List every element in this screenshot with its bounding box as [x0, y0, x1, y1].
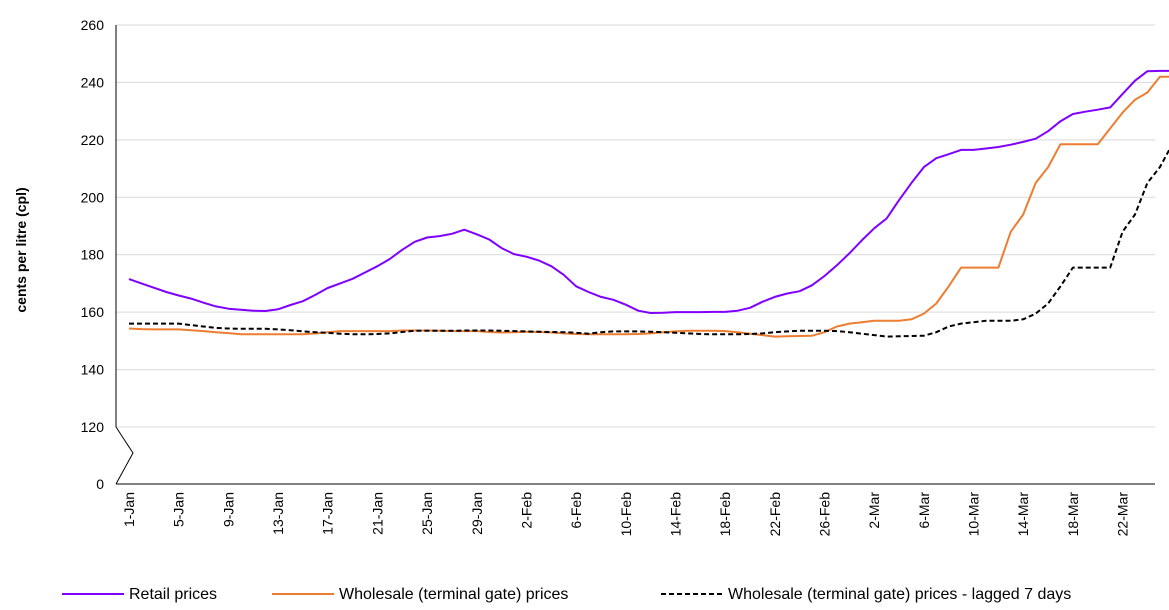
x-tick-label: 29-Jan: [469, 492, 485, 535]
x-tick-label: 26-Feb: [817, 492, 833, 537]
x-tick-label: 5-Jan: [171, 492, 187, 527]
legend-label-1: Retail prices: [129, 586, 217, 603]
legend-label-3: Wholesale (terminal gate) prices - lagge…: [728, 586, 1071, 603]
y-tick-label: 160: [81, 304, 105, 320]
y-tick-label: 200: [81, 189, 105, 205]
x-tick-label: 1-Jan: [121, 492, 137, 527]
series-line-3: [129, 148, 1169, 338]
x-tick-label: 18-Mar: [1065, 492, 1081, 537]
x-tick-label: 14-Feb: [667, 492, 683, 537]
y-tick-label: 140: [81, 362, 105, 378]
y-tick-label: 180: [81, 247, 105, 263]
x-tick-label: 25-Jan: [419, 492, 435, 535]
y-tick-label: 120: [81, 419, 105, 435]
y-tick-labels: 0 120 140 160 180 200 220 240 260: [81, 17, 105, 492]
series-lines: [128, 69, 1169, 338]
x-tick-labels: 1-Jan 5-Jan 9-Jan 13-Jan 17-Jan 21-Jan 25-Jan 2…: [121, 492, 1131, 537]
y-axis-break: [115, 426, 134, 485]
x-tick-label: 14-Mar: [1015, 492, 1031, 537]
axes: [115, 25, 1155, 485]
x-tick-label: 21-Jan: [369, 492, 385, 535]
x-tick-label: 13-Jan: [270, 492, 286, 535]
x-tick-label: 17-Jan: [320, 492, 336, 535]
y-tick-label: 240: [81, 74, 105, 90]
x-tick-label: 6-Mar: [916, 492, 932, 529]
x-tick-label: 2-Feb: [518, 492, 534, 529]
series-line-1: [128, 69, 1169, 314]
gridlines: [116, 24, 1155, 428]
x-tick-label: 10-Mar: [966, 492, 982, 537]
y-tick-label: 0: [96, 476, 104, 492]
x-tick-label: 2-Mar: [866, 492, 882, 529]
x-tick-label: 6-Feb: [568, 492, 584, 529]
y-tick-label: 220: [81, 132, 105, 148]
legend: Retail prices Wholesale (terminal gate) p…: [62, 586, 1071, 603]
x-tick-label: 22-Mar: [1115, 492, 1131, 537]
y-tick-label: 260: [81, 17, 105, 33]
x-tick-label: 10-Feb: [618, 492, 634, 537]
series-line-2: [128, 75, 1169, 338]
legend-label-2: Wholesale (terminal gate) prices: [339, 586, 568, 603]
y-axis-label: cents per litre (cpl): [13, 187, 29, 312]
x-tick-label: 18-Feb: [717, 492, 733, 537]
x-tick-label: 9-Jan: [220, 492, 236, 527]
x-tick-label: 22-Feb: [767, 492, 783, 537]
